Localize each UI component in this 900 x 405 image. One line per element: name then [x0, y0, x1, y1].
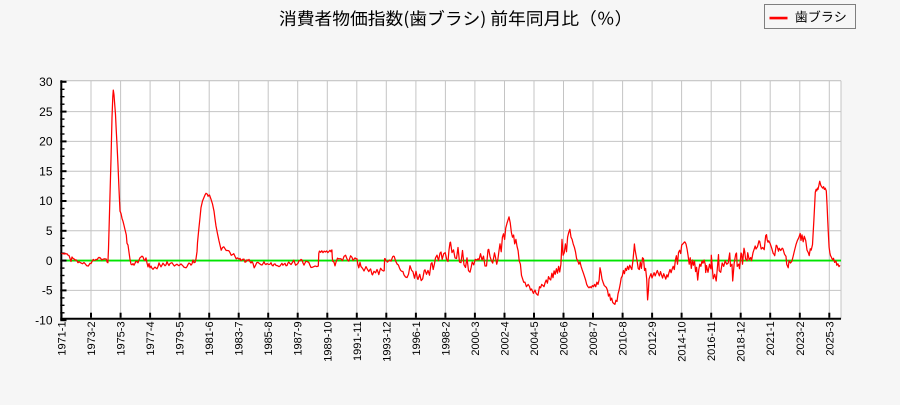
svg-text:-10: -10 [35, 313, 53, 327]
svg-text:2018-12: 2018-12 [736, 321, 748, 361]
svg-text:2023-2: 2023-2 [795, 321, 807, 355]
svg-text:1973-2: 1973-2 [86, 321, 98, 355]
svg-text:2008-7: 2008-7 [588, 321, 600, 355]
svg-text:2002-4: 2002-4 [500, 321, 512, 355]
svg-text:1989-10: 1989-10 [322, 321, 334, 361]
svg-text:5: 5 [46, 224, 53, 238]
svg-text:1996-1: 1996-1 [411, 321, 423, 355]
svg-text:1987-9: 1987-9 [293, 321, 305, 355]
svg-text:2004-5: 2004-5 [529, 321, 541, 355]
svg-text:2012-9: 2012-9 [647, 321, 659, 355]
svg-text:2025-3: 2025-3 [824, 321, 836, 355]
svg-text:1993-12: 1993-12 [381, 321, 393, 361]
svg-text:2000-3: 2000-3 [470, 321, 482, 355]
svg-text:2021-1: 2021-1 [765, 321, 777, 355]
svg-text:1985-8: 1985-8 [263, 321, 275, 355]
svg-text:2010-8: 2010-8 [618, 321, 630, 355]
svg-text:30: 30 [39, 75, 53, 89]
svg-text:25: 25 [39, 105, 53, 119]
svg-text:1981-6: 1981-6 [204, 321, 216, 355]
svg-text:2006-6: 2006-6 [559, 321, 571, 355]
svg-text:1998-2: 1998-2 [440, 321, 452, 355]
svg-text:2016-11: 2016-11 [706, 321, 718, 361]
svg-text:20: 20 [39, 135, 53, 149]
svg-text:10: 10 [39, 194, 53, 208]
svg-text:-5: -5 [42, 284, 53, 298]
svg-text:1991-11: 1991-11 [352, 321, 364, 361]
svg-text:0: 0 [46, 254, 53, 268]
svg-text:1971-1: 1971-1 [57, 321, 69, 355]
svg-text:1975-3: 1975-3 [116, 321, 128, 355]
svg-text:1977-4: 1977-4 [145, 321, 157, 355]
svg-text:1979-5: 1979-5 [175, 321, 187, 355]
svg-text:2014-10: 2014-10 [677, 321, 689, 361]
svg-text:15: 15 [39, 164, 53, 178]
svg-text:1983-7: 1983-7 [234, 321, 246, 355]
